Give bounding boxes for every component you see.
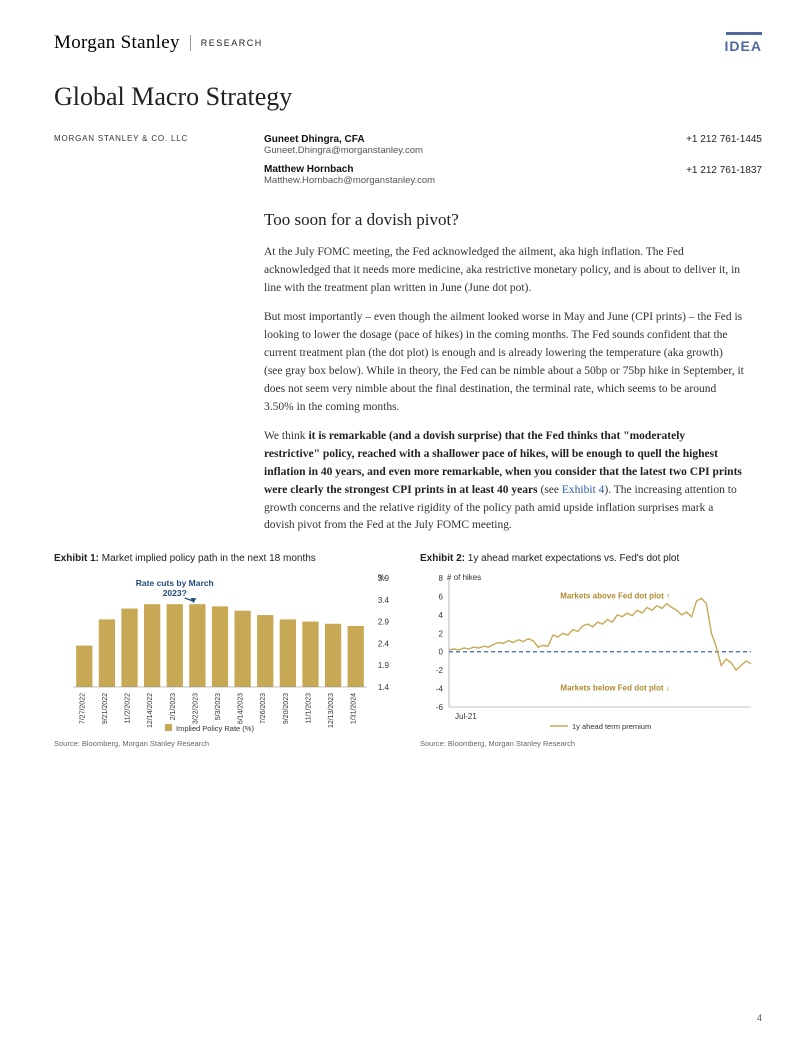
exhibit-label: Exhibit 1: [54,553,99,564]
authors-center: Guneet Dhingra, CFA Guneet.Dhingra@morga… [264,134,584,194]
author-name: Guneet Dhingra, CFA [264,134,584,145]
svg-text:6: 6 [439,593,444,602]
firm-logo: Morgan Stanley [54,32,180,54]
svg-text:Implied Policy Rate (%): Implied Policy Rate (%) [176,724,254,733]
exhibit-1: Exhibit 1: Market implied policy path in… [54,553,396,748]
author-phone: +1 212 761-1837 [614,165,762,176]
svg-text:3.9: 3.9 [378,574,390,583]
author-phone: +1 212 761-1445 [614,134,762,145]
svg-text:0: 0 [439,648,444,657]
idea-bar-icon [726,32,762,35]
svg-text:11/1/2023: 11/1/2023 [305,693,312,724]
svg-text:-4: -4 [436,685,444,694]
line-chart-svg: # of hikes -6 -4 -2 0 2 4 6 8 Jul-21 Markets above… [420,570,762,735]
page-title: Global Macro Strategy [54,82,762,112]
svg-text:-6: -6 [436,703,444,712]
research-label: RESEARCH [201,38,263,48]
exhibit-title: Exhibit 2: 1y ahead market expectations … [420,553,762,564]
author-block: MORGAN STANLEY & CO. LLC Guneet Dhingra,… [54,134,762,194]
author-name: Matthew Hornbach [264,164,584,175]
idea-text: IDEA [725,38,762,54]
svg-text:3.4: 3.4 [378,596,390,605]
firm-name: MORGAN STANLEY & CO. LLC [54,134,234,194]
paragraph: But most importantly – even though the a… [264,309,744,416]
paragraph: We think it is remarkable (and a dovish … [264,428,744,535]
svg-text:9/21/2022: 9/21/2022 [102,693,109,724]
svg-text:2/1/2023: 2/1/2023 [170,693,177,720]
svg-text:Markets below Fed dot plot ↓: Markets below Fed dot plot ↓ [560,684,669,693]
chart-source: Source: Bloomberg, Morgan Stanley Resear… [54,739,396,748]
svg-text:11/2/2022: 11/2/2022 [125,693,132,724]
svg-text:8: 8 [439,574,444,583]
svg-text:2: 2 [439,629,444,638]
svg-text:1y ahead term premium: 1y ahead term premium [572,722,651,731]
svg-text:# of hikes: # of hikes [447,573,481,582]
svg-text:12/14/2022: 12/14/2022 [147,693,154,728]
exhibit-label: Exhibit 2: [420,553,465,564]
svg-text:3/22/2023: 3/22/2023 [192,693,199,724]
svg-text:4: 4 [439,611,444,620]
exhibits-row: Exhibit 1: Market implied policy path in… [54,553,762,748]
exhibit-2: Exhibit 2: 1y ahead market expectations … [420,553,762,748]
authors-phones: +1 212 761-1445 +1 212 761-1837 [614,134,762,194]
svg-text:5/3/2023: 5/3/2023 [215,693,222,720]
svg-text:7/26/2023: 7/26/2023 [260,693,267,724]
svg-text:Jul-21: Jul-21 [455,712,477,721]
svg-text:Rate cuts by March: Rate cuts by March [136,578,214,588]
author-email: Matthew.Hornbach@morganstanley.com [264,175,584,186]
paragraph: At the July FOMC meeting, the Fed acknow… [264,244,744,297]
body-content: Too soon for a dovish pivot? At the July… [264,210,744,535]
svg-text:1.9: 1.9 [378,661,390,670]
svg-text:12/13/2023: 12/13/2023 [328,693,335,728]
svg-text:-2: -2 [436,666,444,675]
svg-text:7/27/2022: 7/27/2022 [79,693,86,724]
svg-text:2.9: 2.9 [378,618,390,627]
svg-text:1/31/2024: 1/31/2024 [351,693,358,724]
svg-text:9/20/2023: 9/20/2023 [283,693,290,724]
author-email: Guneet.Dhingra@morganstanley.com [264,145,584,156]
header-left: Morgan Stanley RESEARCH [54,32,263,54]
svg-text:Markets above Fed dot plot ↑: Markets above Fed dot plot ↑ [560,592,670,601]
para-text: (see [538,484,562,496]
vertical-divider [190,35,191,51]
svg-text:2.4: 2.4 [378,640,390,649]
svg-text:2023?: 2023? [163,588,187,598]
section-title: Too soon for a dovish pivot? [264,210,744,230]
bar-chart: %1.41.92.42.93.43.97/27/20229/21/202211/… [54,570,396,735]
idea-badge: IDEA [725,32,762,54]
exhibit-link[interactable]: Exhibit 4 [562,484,605,496]
svg-text:6/14/2023: 6/14/2023 [238,693,245,724]
page-header: Morgan Stanley RESEARCH IDEA [54,32,762,54]
page-number: 4 [757,1013,762,1023]
svg-text:1.4: 1.4 [378,683,390,692]
line-chart: # of hikes -6 -4 -2 0 2 4 6 8 Jul-21 Markets above… [420,570,762,735]
chart-source: Source: Bloomberg, Morgan Stanley Resear… [420,739,762,748]
para-text: We think [264,430,308,442]
bar-chart-svg: %1.41.92.42.93.43.97/27/20229/21/202211/… [54,570,396,735]
exhibit-caption: 1y ahead market expectations vs. Fed's d… [468,553,679,564]
exhibit-caption: Market implied policy path in the next 1… [102,553,316,564]
exhibit-title: Exhibit 1: Market implied policy path in… [54,553,396,564]
